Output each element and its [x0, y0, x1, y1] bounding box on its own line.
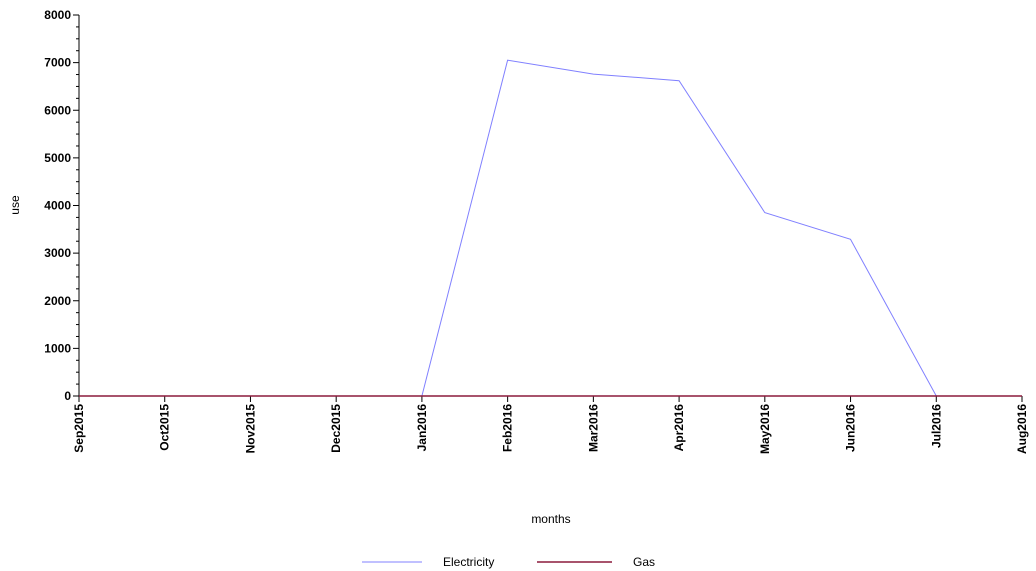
- series-layer: [79, 59, 1022, 397]
- y-axis: 0 1000 2000 3000 4000 5000 6000 7000 8000: [44, 8, 80, 403]
- x-tick-label: May2016: [758, 404, 772, 454]
- x-axis-title: months: [531, 512, 570, 526]
- y-tick-label: 7000: [44, 56, 71, 70]
- y-tick-label: 4000: [44, 199, 71, 213]
- x-tick-label: Jan2016: [415, 404, 429, 452]
- legend: Electricity Gas: [362, 555, 655, 569]
- x-tick-label: Jun2016: [844, 404, 858, 452]
- x-tick-label: Oct2015: [158, 404, 172, 451]
- legend-label-gas: Gas: [633, 555, 655, 569]
- y-tick-label: 2000: [44, 294, 71, 308]
- y-tick-label: 5000: [44, 151, 71, 165]
- x-tick-label: Apr2016: [672, 404, 686, 452]
- y-tick-label: 8000: [44, 8, 71, 22]
- x-tick-label: Dec2015: [329, 404, 343, 453]
- x-tick-label: Sep2015: [72, 404, 86, 453]
- x-tick-label: Jul2016: [929, 404, 943, 448]
- y-tick-label: 1000: [44, 341, 71, 355]
- y-axis-title: use: [8, 195, 22, 215]
- x-axis: Sep2015 Oct2015 Nov2015 Dec2015 Jan2016 Feb20…: [72, 395, 1029, 454]
- series-line-electricity: [79, 59, 1022, 397]
- legend-label-electricity: Electricity: [443, 555, 494, 569]
- x-tick-label: Aug2016: [1015, 404, 1029, 454]
- y-tick-label: 3000: [44, 246, 71, 260]
- y-tick-label: 6000: [44, 103, 71, 117]
- y-tick-label: 0: [64, 389, 71, 403]
- x-tick-label: Feb2016: [501, 404, 515, 452]
- x-tick-label: Nov2015: [243, 404, 257, 454]
- x-tick-label: Mar2016: [586, 404, 600, 452]
